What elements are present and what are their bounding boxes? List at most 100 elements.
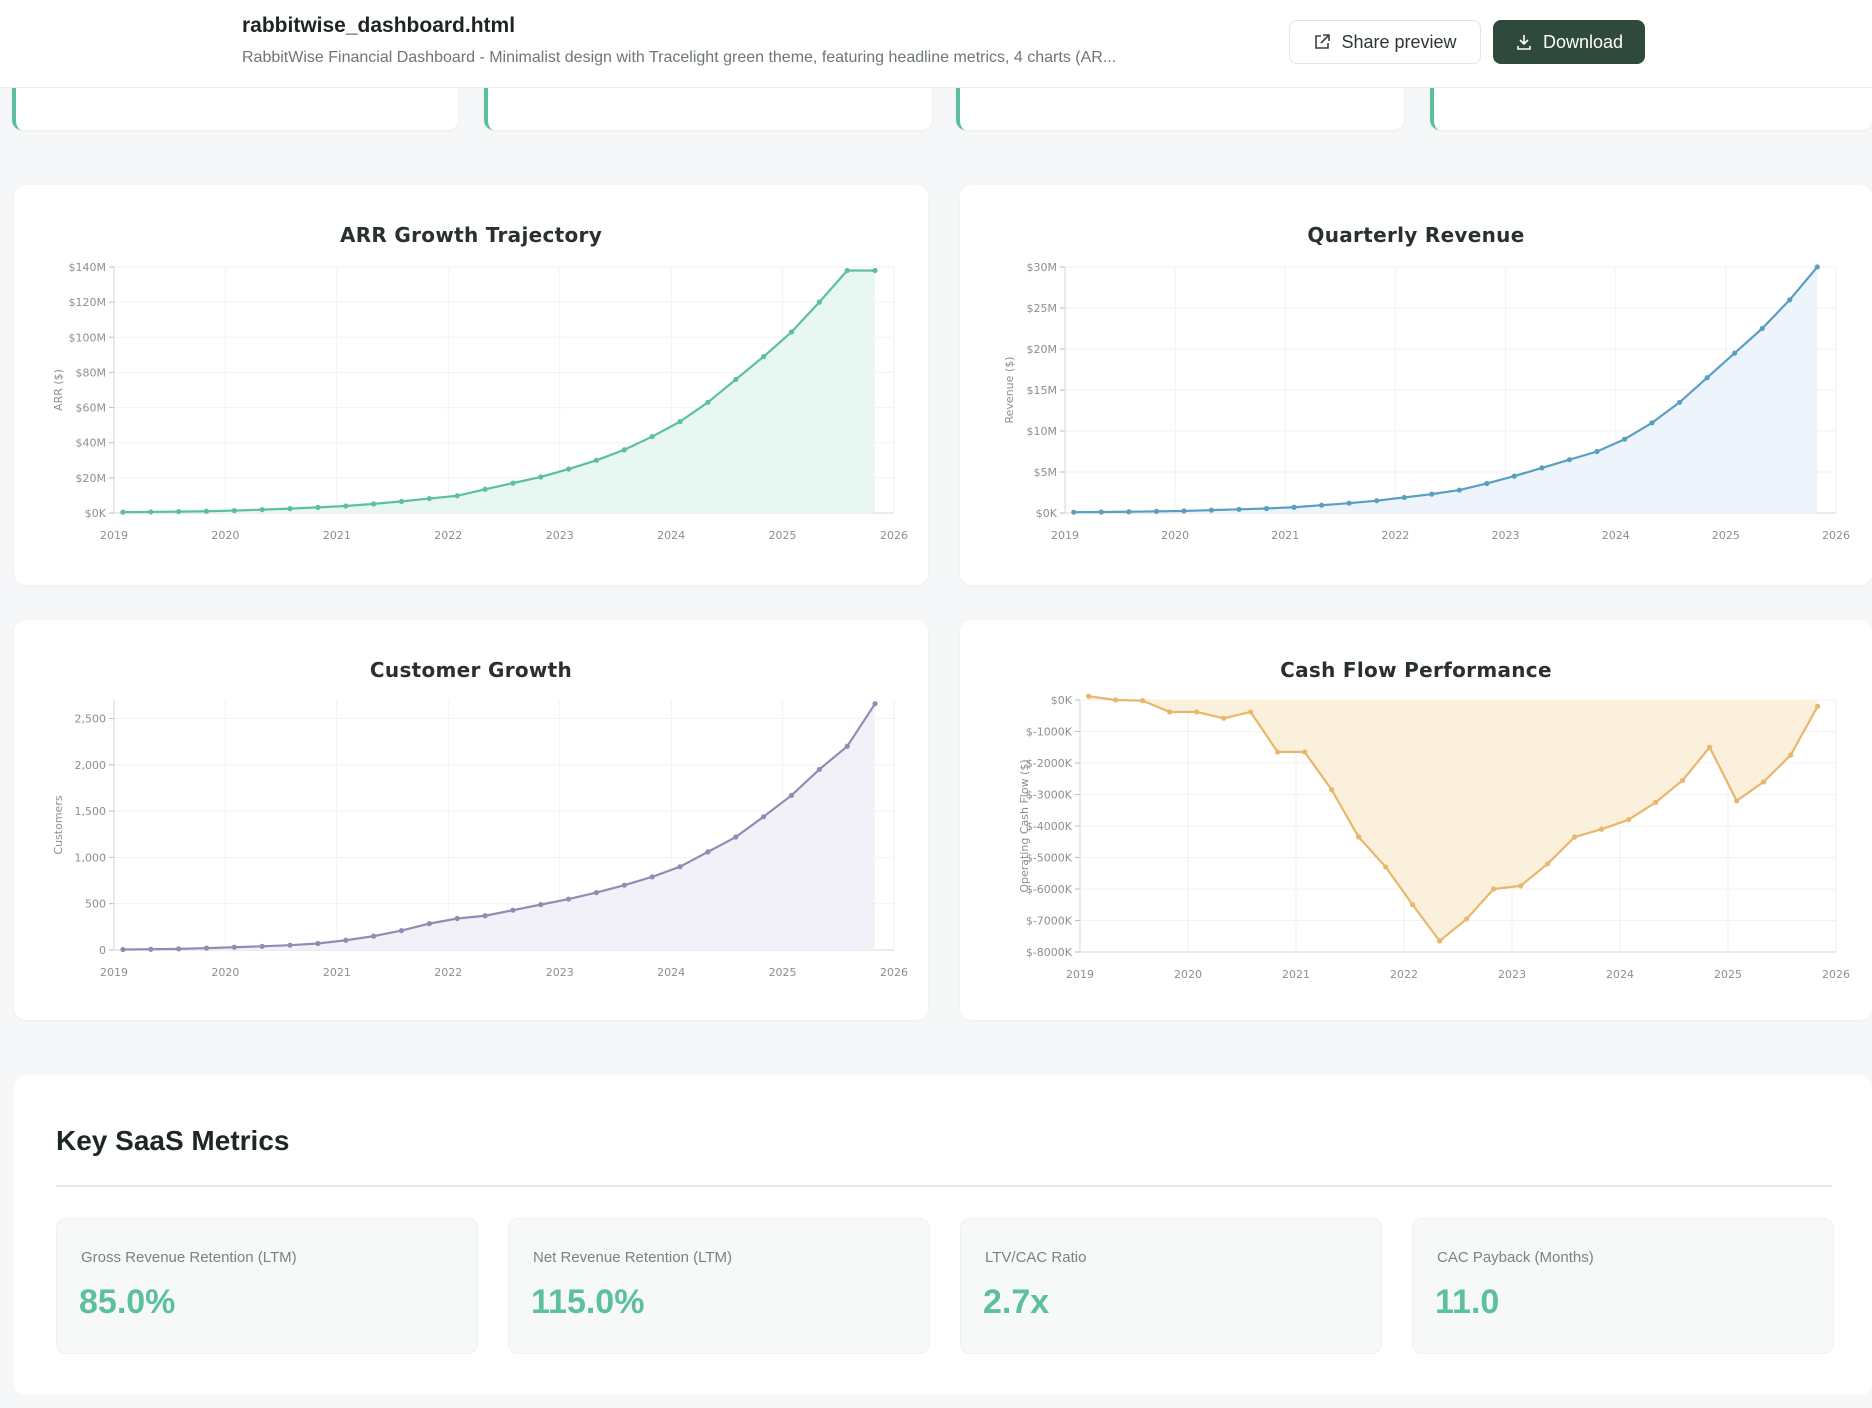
data-point (1787, 297, 1793, 303)
x-tick-label: 2025 (769, 529, 797, 542)
y-tick-label: $-4000K (1026, 820, 1073, 833)
data-point (1707, 744, 1713, 750)
data-point (120, 509, 126, 515)
download-label: Download (1542, 31, 1624, 52)
data-point (1194, 709, 1200, 715)
data-point (315, 940, 321, 947)
metric-card-gross-revenue-retention: Gross Revenue Retention (LTM) 85.0% (56, 1218, 478, 1354)
metric-card-ltv-cac-ratio: LTV/CAC Ratio 2.7x (960, 1218, 1382, 1354)
data-point (343, 503, 349, 509)
y-tick-label: $40M (76, 437, 107, 450)
data-point (398, 927, 405, 934)
data-point (1140, 698, 1146, 704)
data-point (203, 508, 210, 514)
metric-label: Net Revenue Retention (LTM) (533, 1249, 732, 1266)
y-tick-label: 1,500 (75, 805, 107, 818)
data-point (315, 504, 321, 510)
customers-chart-title: Customer Growth (369, 658, 573, 682)
x-tick-label: 2024 (657, 529, 685, 542)
y-tick-label: $0K (1051, 694, 1073, 707)
series-line (122, 703, 876, 951)
data-point (705, 399, 711, 405)
y-axis-label: ARR ($) (52, 369, 65, 411)
data-point (1484, 480, 1490, 487)
data-point (538, 474, 544, 480)
metric-card-cac-payback: CAC Payback (Months) 11.0 (1412, 1218, 1834, 1354)
x-tick-label: 2024 (1602, 529, 1630, 542)
data-point (593, 457, 600, 463)
data-point (176, 508, 182, 515)
cashflow-chart-title: Cash Flow Performance (1280, 658, 1552, 682)
cashflow-chart-card: Cash Flow Performance 2019 2020 2021 2022 20… (960, 620, 1872, 1020)
data-point (426, 921, 432, 927)
data-point (343, 937, 349, 943)
y-tick-label: $-6000K (1026, 883, 1073, 896)
y-tick-label: $100M (69, 331, 107, 344)
data-point (566, 896, 572, 902)
data-point (1815, 703, 1821, 709)
data-point (1401, 494, 1407, 501)
data-point (1429, 491, 1435, 497)
x-tick-label: 2020 (211, 966, 239, 979)
data-point (621, 447, 627, 453)
data-point (538, 902, 544, 908)
y-tick-label: $-3000K (1026, 789, 1073, 802)
x-tick-label: 2026 (880, 966, 908, 979)
data-point (677, 419, 683, 425)
key-metrics-title: Key SaaS Metrics (56, 1125, 290, 1156)
data-point (566, 466, 572, 472)
data-point (148, 946, 154, 952)
headline-metrics-row (0, 78, 1872, 132)
key-metrics-section: Key SaaS Metrics Gross Revenue Retention… (14, 1075, 1872, 1395)
data-point (816, 766, 822, 773)
data-point (1572, 834, 1578, 840)
data-point (1653, 799, 1659, 805)
series-line (1073, 266, 1819, 514)
arr-chart-card: ARR Growth Trajectory 2019 2020 2021 2022 20… (14, 185, 928, 585)
area-fill (1073, 267, 1818, 513)
data-point (1545, 861, 1551, 867)
y-tick-label: $15M (1027, 384, 1058, 397)
external-link-icon (1315, 34, 1331, 49)
data-point (287, 942, 293, 948)
x-tick-label: 2023 (1498, 968, 1526, 981)
top-bar: rabbitwise_dashboard.html RabbitWise Fin… (0, 0, 1872, 88)
x-tick-label: 2025 (769, 966, 797, 979)
x-tick-label: 2021 (323, 529, 351, 542)
data-point (844, 743, 850, 749)
x-tick-label: 2026 (1822, 968, 1850, 981)
y-tick-label: $25M (1027, 302, 1058, 315)
data-point (788, 792, 795, 798)
data-point (1464, 916, 1470, 922)
x-tick-label: 2025 (1712, 529, 1740, 542)
data-point (371, 933, 377, 939)
y-tick-label: $30M (1027, 261, 1058, 274)
x-tick-label: 2022 (434, 966, 462, 979)
data-point (454, 493, 460, 499)
data-point (1346, 500, 1352, 506)
y-tick-label: $-1000K (1026, 726, 1073, 739)
y-tick-label: $60M (76, 402, 107, 415)
data-point (1761, 779, 1767, 785)
y-tick-label: $0K (85, 507, 107, 520)
y-tick-label: $-5000K (1026, 852, 1073, 865)
data-point (426, 495, 432, 502)
data-point (1319, 502, 1325, 508)
y-tick-label: 0 (99, 944, 106, 957)
data-point (1071, 509, 1077, 515)
arr-chart-title: ARR Growth Trajectory (339, 223, 603, 247)
share-preview-button[interactable]: Share preview (1289, 20, 1481, 64)
data-point (1704, 375, 1710, 381)
data-point (816, 299, 822, 305)
data-point (1788, 752, 1794, 758)
data-point (1626, 817, 1632, 823)
data-point (1566, 457, 1573, 463)
data-point (1113, 697, 1119, 703)
file-description: RabbitWise Financial Dashboard - Minimal… (242, 49, 1117, 66)
x-tick-label: 2019 (1066, 968, 1094, 981)
download-button[interactable]: Download (1493, 20, 1645, 64)
data-point (148, 509, 154, 515)
data-point (621, 882, 627, 888)
y-tick-label: $140M (69, 261, 107, 274)
y-tick-label: $20M (76, 472, 107, 485)
